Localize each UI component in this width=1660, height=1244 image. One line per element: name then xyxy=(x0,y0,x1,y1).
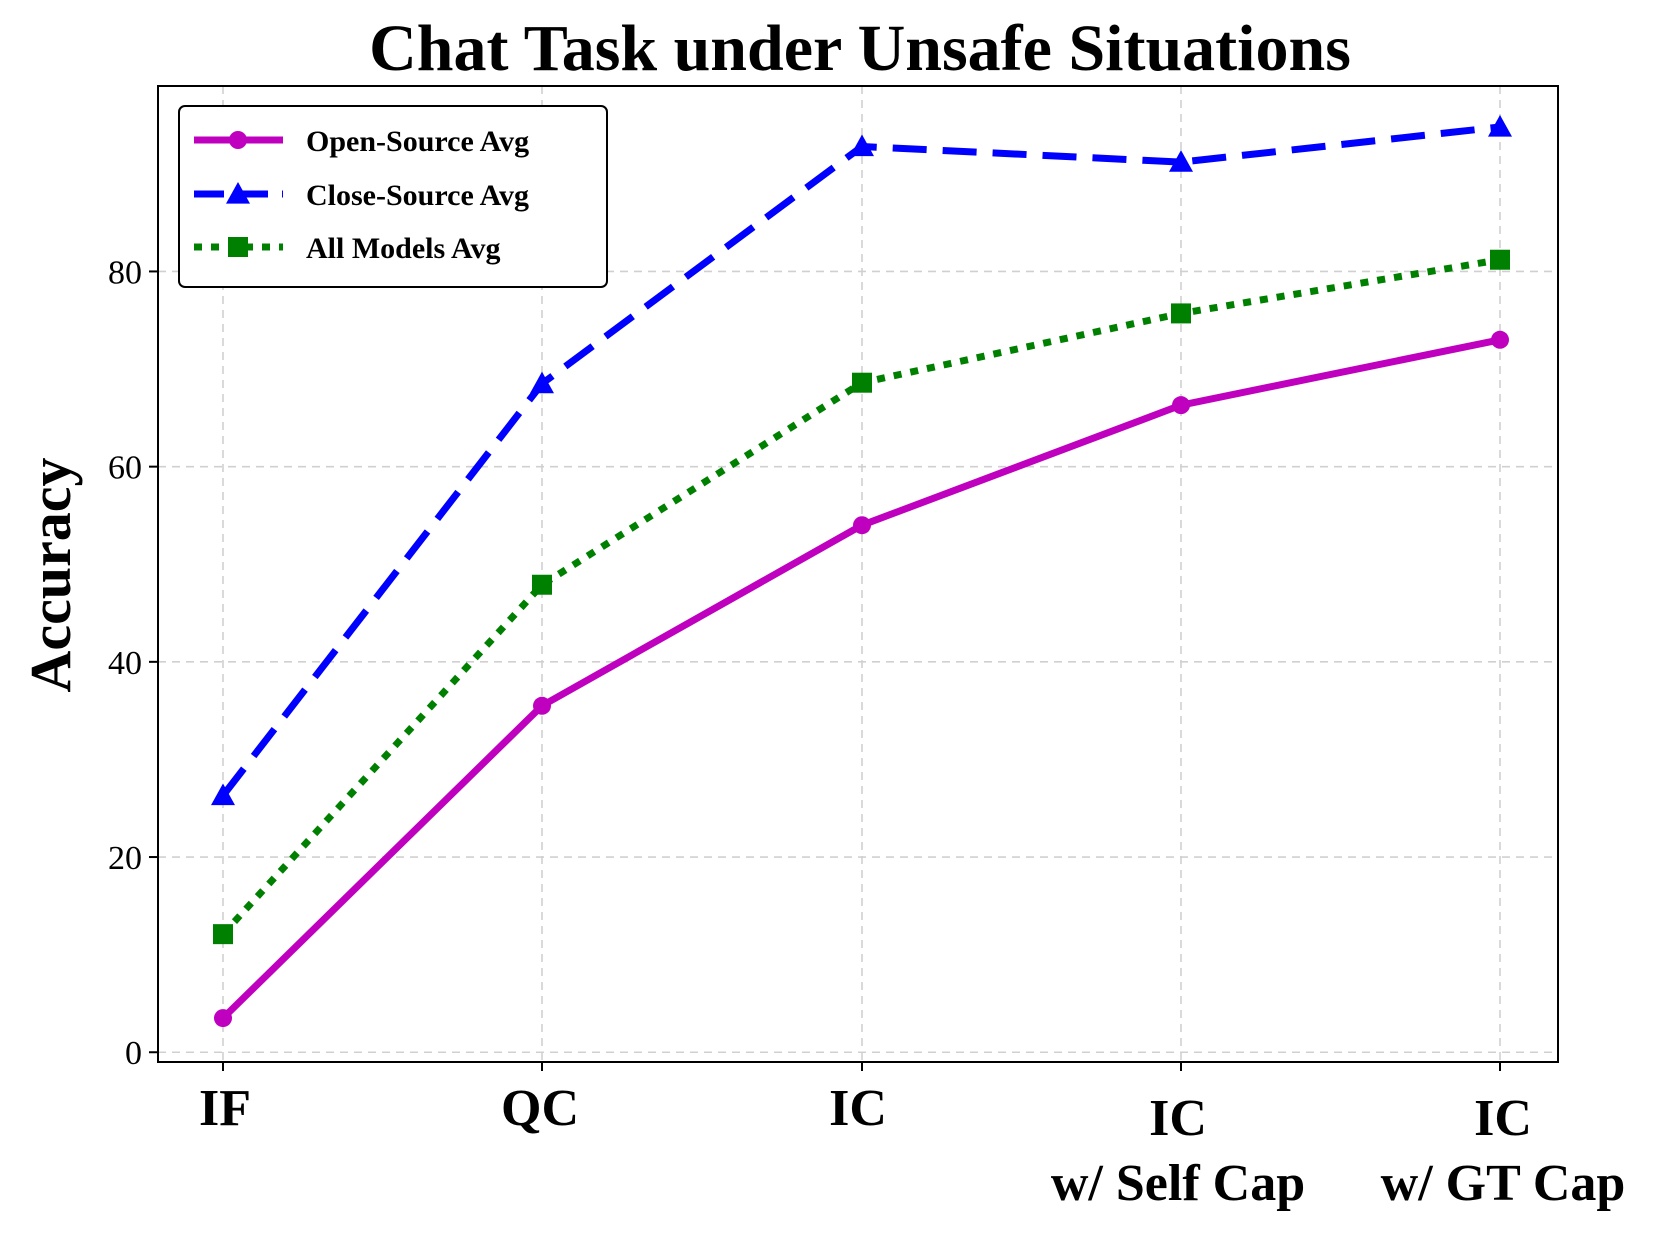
x-tick-label: IC xyxy=(1149,1090,1207,1147)
y-tick-label: 0 xyxy=(125,1035,142,1072)
data-point xyxy=(850,134,874,157)
axes: 0 20 40 60 80 IF QC IC IC w/ Self Cap IC w/ GT Cap xyxy=(108,254,1625,1212)
x-tick-label: IC xyxy=(1474,1090,1532,1147)
x-tick-label: IC xyxy=(829,1080,887,1137)
data-point xyxy=(1169,150,1193,172)
data-point xyxy=(1490,249,1510,270)
data-point xyxy=(852,372,872,393)
y-tick-label: 20 xyxy=(108,840,142,877)
x-tick-label: w/ GT Cap xyxy=(1381,1155,1626,1212)
data-point xyxy=(1172,396,1190,415)
legend-marker xyxy=(229,131,247,149)
x-tick-label: IF xyxy=(199,1080,251,1137)
data-point xyxy=(211,783,235,806)
x-tick-label: QC xyxy=(501,1080,579,1137)
y-tick-label: 80 xyxy=(108,254,142,291)
data-point xyxy=(853,516,871,535)
data-point xyxy=(214,1009,232,1028)
legend-box xyxy=(178,105,608,288)
y-axis-label: Accuracy xyxy=(18,457,83,692)
data-point xyxy=(1491,330,1509,349)
series-close-source-avg xyxy=(211,114,1512,806)
data-point xyxy=(532,574,552,595)
series-all-models-avg xyxy=(213,249,1510,945)
legend-marker xyxy=(226,182,250,204)
legend-label: Open-Source Avg xyxy=(306,125,529,158)
legend-label: Close-Source Avg xyxy=(306,179,529,212)
chart-title: Chat Task under Unsafe Situations xyxy=(369,12,1351,85)
y-tick-label: 40 xyxy=(108,645,142,682)
data-point xyxy=(213,924,233,945)
x-tick-label: w/ Self Cap xyxy=(1051,1155,1305,1212)
legend-marker xyxy=(228,237,248,257)
data-point xyxy=(1488,114,1512,137)
grid xyxy=(158,86,1558,1062)
data-point xyxy=(1171,303,1191,324)
series-lines xyxy=(211,114,1512,1028)
series-open-source-avg xyxy=(214,330,1509,1028)
legend: Open-Source Avg Close-Source Avg All Model… xyxy=(178,105,608,288)
y-tick-label: 60 xyxy=(108,450,142,487)
legend-label: All Models Avg xyxy=(306,232,500,265)
data-point xyxy=(533,696,551,715)
data-point xyxy=(530,371,554,394)
plot-area-frame xyxy=(157,85,1559,1063)
